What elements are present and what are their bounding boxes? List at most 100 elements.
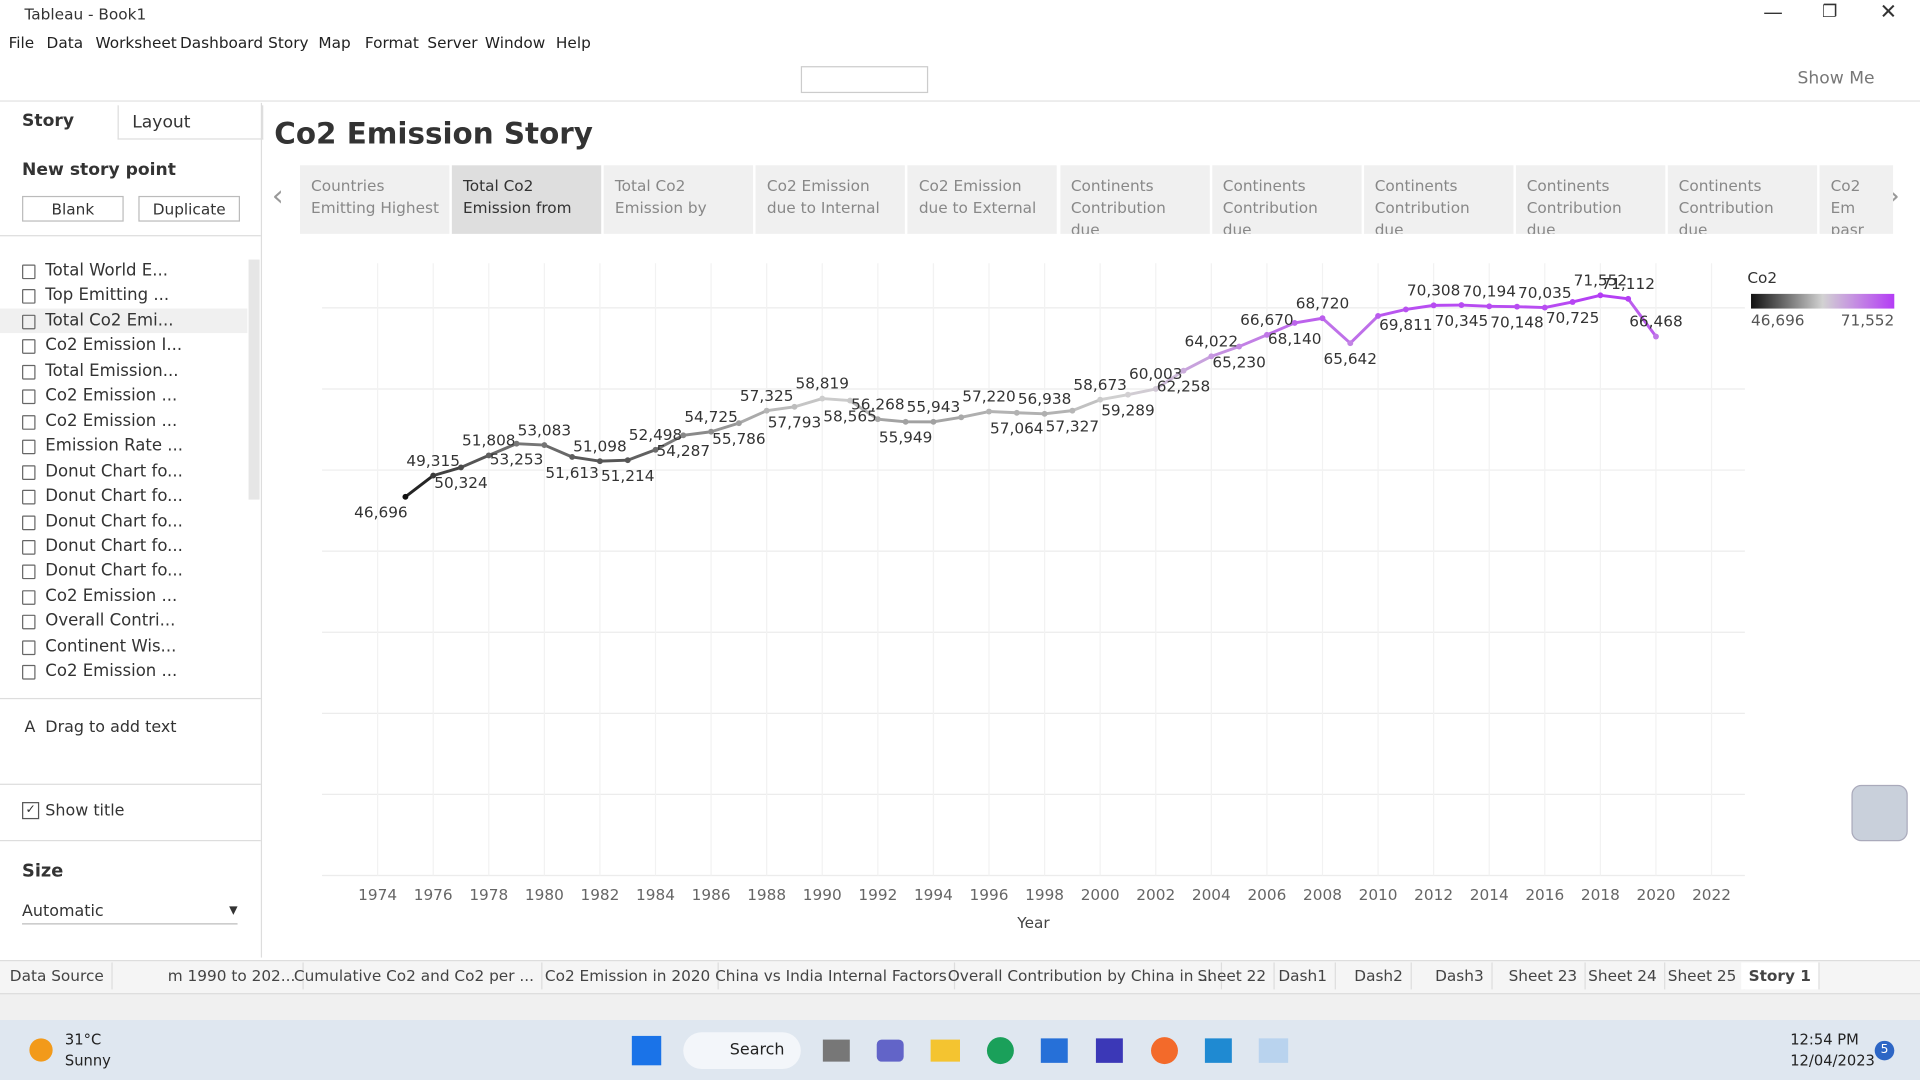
blank-button[interactable]: Blank [22,195,124,222]
sheet-icon [22,590,36,605]
data-point [1569,299,1576,305]
sheet-item[interactable]: Donut Chart fo... [45,486,183,506]
story-point[interactable]: Countries Emitting Highest [300,165,450,234]
menu-item[interactable]: Server [427,33,478,52]
search[interactable]: Search [729,1040,785,1060]
data-point [1125,391,1131,398]
story-point[interactable]: Co2 Emission due to External [907,165,1058,234]
story-point[interactable]: Continents Contribution due [1059,165,1210,234]
show-title-checkbox[interactable]: ✓ [22,802,40,820]
data-label: 71,552 [1574,271,1628,289]
app-icon[interactable] [986,1037,1014,1065]
line-segment [1209,345,1241,358]
sheet-tab[interactable]: Overall Contribution by China in ... [940,962,1222,990]
sheet-item[interactable]: Emission Rate ... [45,436,184,456]
app-icon[interactable] [822,1039,850,1062]
sheet-tab[interactable]: Sheet 25 [1660,962,1745,990]
text-icon: A [24,718,36,738]
date[interactable]: 12/04/2023 [1790,1051,1875,1069]
app-icon[interactable] [1151,1037,1178,1065]
app-icon[interactable] [1204,1038,1232,1063]
sheet-item[interactable]: Total World E... [45,260,169,281]
menu-item[interactable]: Story [268,33,309,52]
menu-item[interactable]: File [8,33,35,52]
sheet-tab[interactable]: China vs India Internal Factors [708,962,956,990]
sheet-icon [22,339,36,355]
size-dropdown[interactable]: Automatic ▼ [22,902,238,925]
menu-item[interactable]: Help [555,33,591,52]
sheet-item[interactable]: Co2 Emission ... [45,661,178,682]
show-me[interactable]: Show Me [1797,68,1875,89]
search-box[interactable] [683,1032,801,1069]
layout-tab[interactable]: Layout [132,112,191,133]
duplicate-button[interactable]: Duplicate [138,195,241,222]
story-point[interactable]: Continents Contribution due [1515,165,1666,234]
menu-item[interactable]: Map [318,33,351,52]
data-label: 51,808 [462,432,516,450]
menu-item[interactable]: Window [484,33,546,52]
sheet-item[interactable]: Co2 Emission ... [45,411,178,431]
story-point[interactable]: Continents Contribution due [1667,165,1818,234]
menu-item[interactable]: Format [364,33,419,52]
sheet-tab[interactable]: Dash1 [1271,962,1336,990]
app-icon[interactable] [930,1039,961,1062]
sheet-item[interactable]: Donut Chart fo... [45,461,183,481]
story-point[interactable]: Total Co2 Emission by [603,165,754,234]
story-point[interactable]: Total Co2 Emission from [451,165,602,234]
app-icon[interactable] [876,1039,904,1062]
story-point[interactable]: Continents Contribution due [1211,165,1362,234]
sheet-tab[interactable]: Data Source [2,962,113,990]
sheet-item[interactable]: Donut Chart fo... [45,561,183,581]
app-icon[interactable] [1095,1038,1123,1063]
time[interactable]: 12:54 PM [1790,1031,1859,1049]
sheet-tab[interactable]: Sheet 22 [1190,962,1275,990]
menu-item[interactable]: Data [46,33,84,52]
sheet-item[interactable]: Co2 Emission I... [45,335,183,356]
weather[interactable]: Sunny [64,1051,111,1069]
story-point[interactable]: Co2 Em pasr 10 [1819,165,1894,234]
sheet-item[interactable]: Co2 Emission ... [45,586,178,606]
menu-item[interactable]: Dashboard [180,33,264,52]
sheet-item[interactable]: Overall Contri... [45,611,176,631]
drag-text[interactable]: Drag to add text [45,718,177,738]
floating-button[interactable] [1851,784,1908,842]
data-label: 60,003 [1129,365,1183,383]
close[interactable]: ✕ [1879,0,1898,25]
sheet-tab[interactable]: Co2 Emission in 2020 [538,962,719,990]
story-point[interactable]: Continents Contribution due [1363,165,1514,234]
prev-arrow[interactable]: ‹ [271,178,284,214]
sheet-item[interactable]: Continent Wis... [45,636,177,657]
sheet-item[interactable]: Donut Chart fo... [45,536,183,556]
sheet-tab[interactable]: m 1990 to 202... [160,962,304,990]
scrollbar[interactable] [248,259,260,500]
story-point[interactable]: Co2 Emission due to Internal [755,165,906,234]
restore[interactable]: ❐ [1822,2,1838,23]
sheet-tab[interactable]: Sheet 23 [1501,962,1586,990]
app-icon[interactable] [1258,1038,1289,1063]
minimize[interactable]: — [1763,0,1783,24]
next-arrow[interactable]: › [1888,178,1900,214]
data-label: 71,112 [1601,275,1655,293]
menu-item[interactable]: Worksheet [95,33,177,52]
data-label: 49,315 [406,452,460,470]
sheet-tab[interactable]: Cumulative Co2 and Co2 per ... [287,962,543,990]
story-tab[interactable]: Story [22,111,75,132]
sheet-tab[interactable]: Dash3 [1428,962,1493,990]
toolbar-dropdown[interactable] [800,66,929,94]
sheet-item[interactable]: Total Emission... [45,360,179,381]
tab-bar [0,960,1920,994]
sheet-tab[interactable]: Sheet 24 [1581,962,1666,990]
notification-badge[interactable]: 5 [1874,1040,1895,1061]
app-icon[interactable] [1040,1038,1068,1063]
sheet-item[interactable]: Top Emitting ... [45,285,170,306]
data-point [485,452,492,459]
sheet-item[interactable]: Donut Chart fo... [45,511,183,531]
start-button[interactable] [631,1035,662,1066]
sheet-item[interactable]: Total Co2 Emi... [45,310,174,331]
x-tick-label: 2022 [1692,886,1731,904]
sheet-tab[interactable]: Story 1 [1741,962,1820,990]
sidebar-divider [260,102,263,958]
sheet-item[interactable]: Co2 Emission ... [45,386,178,406]
temperature[interactable]: 31°C [64,1031,102,1049]
sheet-tab[interactable]: Dash2 [1347,962,1412,990]
